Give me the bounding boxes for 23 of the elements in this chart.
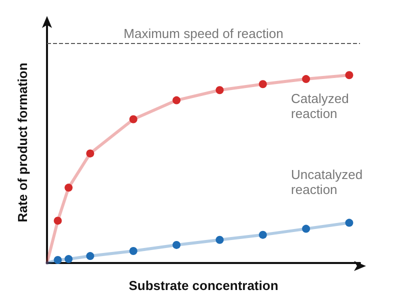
point (216, 86, 224, 94)
point (302, 75, 310, 84)
point (172, 240, 181, 249)
point (345, 218, 354, 227)
point (172, 96, 181, 104)
point (54, 256, 62, 264)
y-axis-title: Rate of product formation (15, 62, 30, 222)
point (345, 71, 354, 80)
annotation: Catalyzed reaction (291, 91, 352, 122)
point (129, 115, 138, 124)
point (54, 216, 62, 225)
point (64, 184, 73, 192)
ref-line-label: Maximum speed of reaction (124, 26, 284, 42)
point (129, 246, 138, 255)
point (258, 230, 267, 239)
point (64, 255, 73, 264)
point (302, 224, 310, 233)
point (86, 149, 94, 158)
x-axis-title: Substrate concentration (128, 278, 278, 293)
point (216, 236, 224, 244)
point (258, 80, 267, 88)
point (86, 252, 94, 260)
annotation: Uncatalyzed reaction (291, 166, 366, 197)
